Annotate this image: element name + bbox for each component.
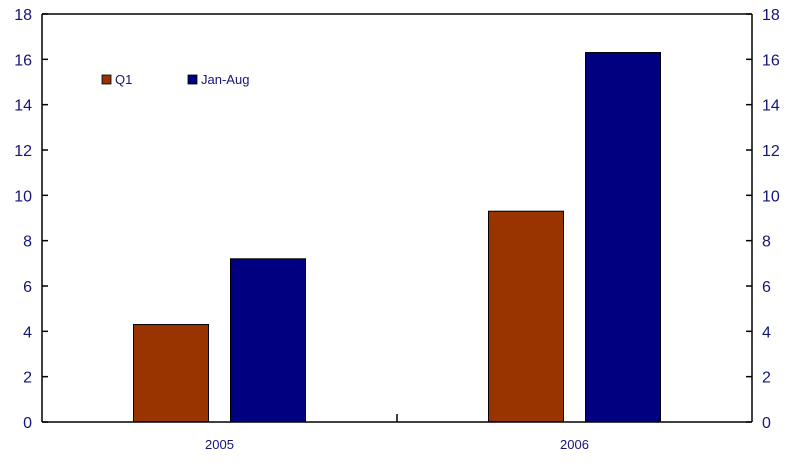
bars-layer [133, 52, 661, 423]
y-tick-label-right-16: 16 [762, 52, 780, 69]
y-tick-label-left-0: 0 [23, 415, 32, 432]
y-tick-label-left-6: 6 [23, 279, 32, 296]
y-tick-label-left-14: 14 [14, 98, 32, 115]
y-tick-label-left-18: 18 [14, 7, 32, 24]
legend-label-q1: Q1 [115, 72, 132, 87]
y-tick-label-right-10: 10 [762, 188, 780, 205]
y-tick-label-right-8: 8 [762, 234, 771, 251]
bar-q1-2005 [133, 324, 209, 423]
y-tick-label-right-18: 18 [762, 7, 780, 24]
y-tick-label-right-12: 12 [762, 143, 780, 160]
y-tick-label-right-0: 0 [762, 415, 771, 432]
y-tick-label-right-2: 2 [762, 370, 771, 387]
y-tick-label-left-12: 12 [14, 143, 32, 160]
y-tick-label-left-8: 8 [23, 234, 32, 251]
y-tick-label-left-16: 16 [14, 52, 32, 69]
legend-label-jan-aug: Jan-Aug [201, 72, 249, 87]
axes-layer [41, 13, 753, 423]
y-tick-label-right-6: 6 [762, 279, 771, 296]
legend: Q1 Jan-Aug [101, 72, 249, 87]
y-tick-label-right-4: 4 [762, 324, 771, 341]
bar-q1-2006 [488, 210, 564, 423]
bar-jan-aug-2006 [585, 52, 661, 423]
y-tick-label-left-10: 10 [14, 188, 32, 205]
y-tick-label-right-14: 14 [762, 98, 780, 115]
legend-swatch-q1 [101, 74, 112, 85]
ticks-layer: 2005 2006 0 2 4 6 8 10 12 14 16 18 0 2 4 6 8 10 12 14 16 18 [14, 7, 780, 452]
legend-swatch-jan-aug [187, 74, 198, 85]
x-tick-label-2006: 2006 [560, 437, 589, 452]
y-tick-label-left-4: 4 [23, 324, 32, 341]
y-tick-label-left-2: 2 [23, 370, 32, 387]
x-tick-label-2005: 2005 [205, 437, 234, 452]
bar-jan-aug-2005 [230, 258, 306, 423]
